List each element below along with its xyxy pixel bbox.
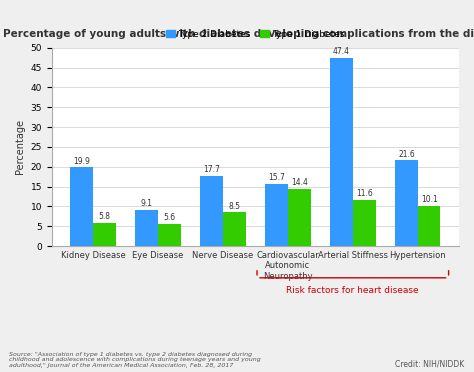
Legend: Type 2 Diabetes, Type 1 Diabetes: Type 2 Diabetes, Type 1 Diabetes [162,26,348,43]
Bar [395,160,418,246]
Text: 5.6: 5.6 [163,213,175,222]
Bar [200,176,223,246]
Bar [353,200,375,246]
Text: Credit: NIH/NIDDK: Credit: NIH/NIDDK [395,359,465,368]
Bar [70,167,93,246]
Bar [288,189,310,246]
Bar [330,58,353,246]
Text: 14.4: 14.4 [291,178,308,187]
Text: 11.6: 11.6 [356,189,373,199]
Text: 8.5: 8.5 [228,202,240,211]
Text: Risk factors for heart disease: Risk factors for heart disease [286,286,419,295]
Text: Source: "Association of type 1 diabetes vs. type 2 diabetes diagnosed during
chi: Source: "Association of type 1 diabetes … [9,352,261,368]
Text: 19.9: 19.9 [73,157,90,166]
Bar [223,212,246,246]
Bar [158,224,181,246]
Text: 47.4: 47.4 [333,48,350,57]
Text: 10.1: 10.1 [421,195,438,205]
Text: 5.8: 5.8 [99,212,110,221]
Y-axis label: Percentage: Percentage [15,119,25,174]
Text: 21.6: 21.6 [398,150,415,159]
Bar [93,223,116,246]
Bar [265,184,288,246]
Title: Percentage of young adults with diabetes developing complications from the disea: Percentage of young adults with diabetes… [3,29,474,39]
Text: 15.7: 15.7 [268,173,285,182]
Text: 9.1: 9.1 [141,199,153,208]
Bar [418,206,440,246]
Bar [135,210,158,246]
Text: 17.7: 17.7 [203,165,220,174]
